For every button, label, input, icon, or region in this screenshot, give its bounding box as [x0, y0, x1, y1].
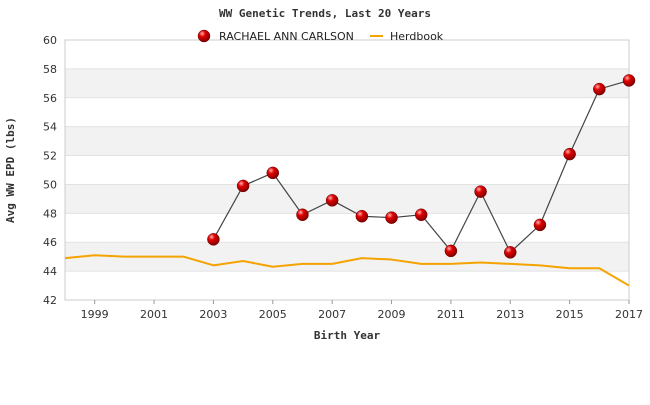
- series-layer: [64, 74, 636, 287]
- y-tick-label: 54: [43, 121, 57, 134]
- legend-label-rachael: RACHAEL ANN CARLSON: [219, 30, 354, 43]
- legend-marker-rachael: [197, 29, 211, 43]
- y-tick-label: 58: [43, 63, 57, 76]
- grid-band: [65, 68, 629, 98]
- y-tick-label: 44: [43, 265, 57, 278]
- x-axis-title: Birth Year: [314, 329, 381, 342]
- grid-band: [65, 155, 629, 185]
- grid-band: [65, 97, 629, 127]
- data-point-rachael: [325, 194, 339, 207]
- y-axis-ticks: 42 44 46 48 50 52 54 56 58 60: [43, 34, 57, 307]
- grid-band: [65, 40, 629, 69]
- x-axis-ticks: 1999 2001 2003 2005 2007 2009 2011 2013 2015 2017: [81, 300, 643, 321]
- data-point-rachael: [207, 233, 220, 246]
- y-axis-title: Avg WW EPD (lbs): [4, 117, 17, 223]
- data-point-rachael: [533, 218, 547, 232]
- x-tick-label: 2013: [496, 308, 524, 321]
- data-point-rachael: [414, 208, 428, 222]
- y-tick-label: 56: [43, 92, 57, 105]
- plot-frame: [64, 39, 630, 301]
- legend-label-herdbook: Herdbook: [390, 30, 444, 43]
- grid-band: [65, 271, 629, 300]
- legend: RACHAEL ANN CARLSON Herdbook: [197, 29, 444, 43]
- grid-bands: [65, 40, 629, 300]
- y-tick-label: 50: [43, 178, 57, 191]
- series-line-herdbook: [64, 254, 630, 287]
- x-tick-label: 2003: [199, 308, 227, 321]
- x-tick-label: 2005: [259, 308, 287, 321]
- x-tick-label: 2001: [140, 308, 168, 321]
- y-tick-label: 60: [43, 34, 57, 47]
- x-tick-label: 2015: [556, 308, 584, 321]
- x-tick-label: 2007: [318, 308, 346, 321]
- y-tick-label: 52: [43, 150, 57, 163]
- y-tick-label: 42: [43, 294, 57, 307]
- x-tick-label: 2011: [437, 308, 465, 321]
- data-point-rachael: [236, 179, 250, 193]
- data-point-rachael: [474, 185, 487, 198]
- x-tick-label: 1999: [81, 308, 109, 321]
- y-tick-label: 46: [43, 236, 57, 249]
- grid-band: [65, 126, 629, 156]
- data-point-rachael: [593, 82, 606, 96]
- grid-band: [65, 184, 629, 214]
- data-point-rachael: [504, 246, 517, 259]
- data-point-rachael: [296, 208, 309, 222]
- data-point-rachael: [355, 209, 369, 223]
- data-point-rachael: [444, 244, 458, 258]
- data-point-rachael: [385, 211, 398, 224]
- y-tick-label: 48: [43, 207, 57, 220]
- chart-title: WW Genetic Trends, Last 20 Years: [219, 7, 431, 20]
- data-point-rachael: [622, 74, 636, 87]
- x-tick-label: 2009: [378, 308, 406, 321]
- data-point-rachael: [563, 147, 576, 161]
- data-point-rachael: [266, 166, 280, 180]
- x-tick-label: 2017: [615, 308, 643, 321]
